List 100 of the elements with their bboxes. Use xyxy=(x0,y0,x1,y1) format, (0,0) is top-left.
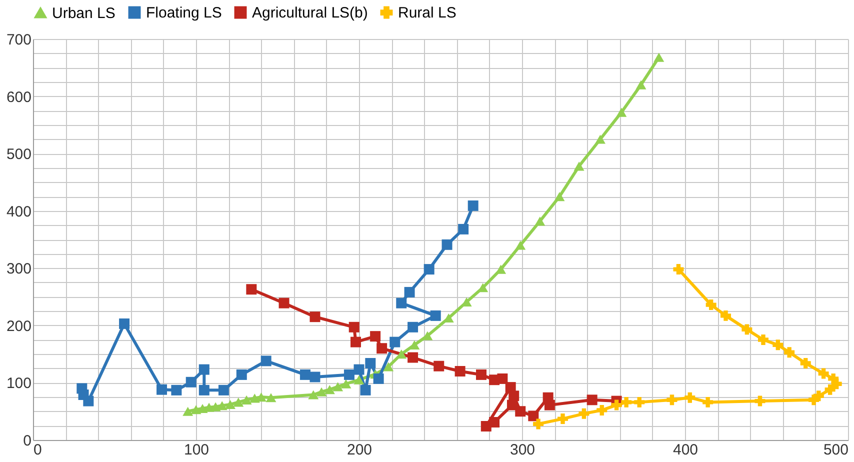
point xyxy=(424,264,434,275)
point xyxy=(666,394,678,406)
legend-label: Agricultural LS(b) xyxy=(252,4,368,22)
point xyxy=(554,192,565,202)
point xyxy=(673,264,684,275)
point xyxy=(754,396,766,406)
point xyxy=(350,336,361,348)
point xyxy=(233,398,244,407)
point xyxy=(454,366,466,376)
point xyxy=(742,324,752,335)
point xyxy=(370,331,381,342)
point xyxy=(408,352,418,363)
point xyxy=(574,162,584,171)
x-tick-label: 0 xyxy=(34,442,42,458)
point xyxy=(310,372,320,382)
point xyxy=(246,284,257,295)
point xyxy=(278,298,290,308)
point xyxy=(348,322,360,332)
y-tick-label: 300 xyxy=(6,260,32,278)
point xyxy=(218,384,229,396)
point xyxy=(534,216,546,226)
point xyxy=(578,408,590,419)
point xyxy=(818,368,829,379)
x-tick-label: 100 xyxy=(184,442,210,458)
point xyxy=(340,379,352,388)
point xyxy=(515,406,526,417)
point xyxy=(586,394,598,406)
legend-label: Urban LS xyxy=(52,4,116,22)
point xyxy=(528,410,539,422)
point xyxy=(241,395,252,404)
point xyxy=(344,369,354,380)
point xyxy=(515,240,526,250)
point xyxy=(476,369,486,380)
point xyxy=(376,343,388,354)
y-tick-label: 100 xyxy=(6,375,32,392)
x-tick-label: 500 xyxy=(823,442,848,458)
x-tick-label: 400 xyxy=(672,442,698,458)
point xyxy=(224,400,236,410)
point xyxy=(706,300,716,310)
point xyxy=(332,382,344,392)
x-tick-label: 300 xyxy=(510,442,536,458)
y-tick-label: 600 xyxy=(6,88,32,106)
point xyxy=(758,334,768,345)
point xyxy=(310,312,320,322)
point xyxy=(422,331,433,340)
point xyxy=(458,224,469,234)
point xyxy=(616,108,627,117)
point xyxy=(83,396,94,406)
point xyxy=(720,310,731,321)
point xyxy=(324,385,335,394)
point xyxy=(468,200,478,211)
point xyxy=(636,80,646,90)
y-tick-label: 500 xyxy=(6,146,32,164)
point xyxy=(497,373,508,384)
point xyxy=(430,310,441,321)
point xyxy=(119,318,130,329)
point xyxy=(396,350,407,359)
legend-label: Floating LS xyxy=(146,4,222,22)
point xyxy=(156,384,168,395)
point xyxy=(186,376,196,388)
point xyxy=(300,369,310,380)
point xyxy=(611,400,622,410)
point xyxy=(489,416,500,428)
x-tick-label: 200 xyxy=(346,442,372,458)
point xyxy=(404,286,415,298)
point xyxy=(508,390,520,402)
point xyxy=(198,364,210,375)
point xyxy=(260,356,272,366)
point xyxy=(831,378,842,390)
point xyxy=(684,392,696,403)
point xyxy=(784,347,795,358)
point xyxy=(354,364,364,375)
point xyxy=(594,134,606,144)
point xyxy=(544,400,555,410)
point xyxy=(354,375,364,384)
point xyxy=(654,52,664,62)
point xyxy=(360,384,371,396)
point xyxy=(621,396,632,408)
y-tick-label: 700 xyxy=(6,32,32,48)
point xyxy=(266,393,276,402)
point xyxy=(409,340,420,350)
point xyxy=(800,358,811,368)
point xyxy=(442,239,452,250)
point xyxy=(824,384,836,395)
point xyxy=(308,390,319,400)
y-tick-label: 200 xyxy=(6,318,32,335)
point xyxy=(596,404,608,416)
point xyxy=(434,360,444,372)
point xyxy=(533,418,544,430)
point xyxy=(182,406,194,416)
point xyxy=(702,396,714,408)
point xyxy=(772,340,784,350)
point xyxy=(808,394,820,406)
point xyxy=(171,384,182,396)
point xyxy=(634,396,645,408)
point xyxy=(236,369,247,380)
point xyxy=(396,298,407,308)
legend-label: Rural LS xyxy=(398,4,456,22)
point xyxy=(496,264,506,274)
point xyxy=(365,358,376,368)
